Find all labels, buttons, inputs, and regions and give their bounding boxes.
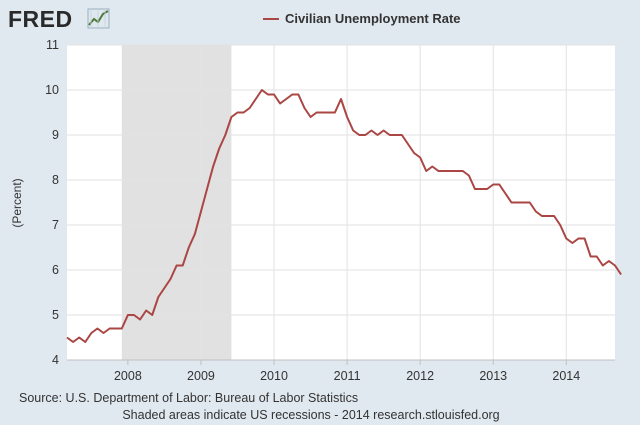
y-tick-label: 5 [52, 308, 59, 322]
y-axis: 4 5 6 7 8 9 10 11 [45, 38, 59, 367]
y-tick-label: 8 [52, 173, 59, 187]
y-tick-label: 11 [46, 38, 59, 52]
y-tick-label: 4 [52, 353, 59, 367]
recession-note-text: Shaded areas indicate US recessions - 20… [122, 408, 499, 422]
x-tick-label: 2009 [187, 369, 215, 383]
fred-logo-text: FRED [8, 6, 73, 32]
recession-bands [121, 45, 232, 360]
y-tick-label: 7 [52, 218, 59, 232]
x-tick-label: 2014 [552, 369, 580, 383]
legend: Civilian Unemployment Rate [263, 11, 461, 26]
legend-label: Civilian Unemployment Rate [285, 11, 461, 26]
x-tick-label: 2013 [479, 369, 507, 383]
y-tick-label: 6 [52, 263, 59, 277]
recession-band [121, 45, 232, 360]
fred-logo[interactable]: FRED [8, 6, 110, 32]
x-tick-label: 2010 [260, 369, 288, 383]
x-tick-label: 2011 [334, 369, 361, 383]
gridlines [67, 44, 615, 360]
x-axis: 2008 2009 2010 2011 2012 2013 2014 [67, 359, 615, 383]
x-tick-label: 2008 [114, 369, 142, 383]
x-tick-label: 2012 [406, 369, 434, 383]
y-axis-title: (Percent) [10, 178, 24, 227]
series-line [66, 89, 622, 343]
series-lines [66, 89, 622, 343]
y-tick-label: 10 [45, 83, 59, 97]
source-text: Source: U.S. Department of Labor: Bureau… [19, 391, 358, 405]
line-chart-logo-icon [87, 8, 110, 29]
y-tick-label: 9 [52, 128, 59, 142]
